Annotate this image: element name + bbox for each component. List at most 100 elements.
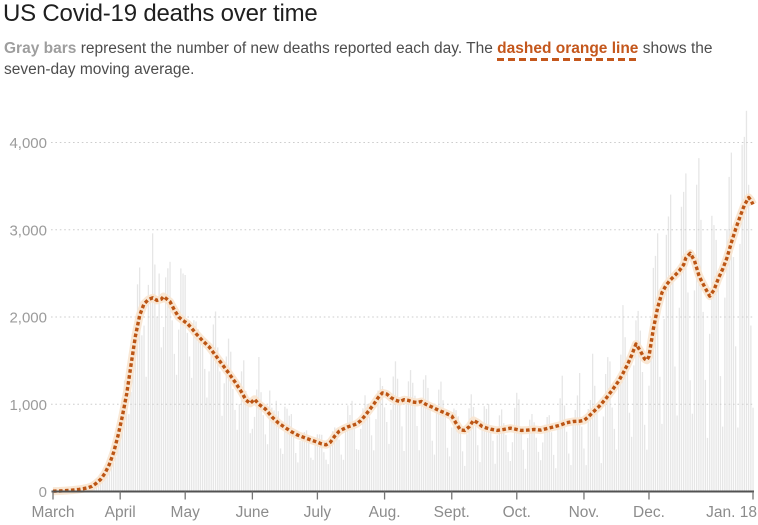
daily-death-bar — [609, 361, 611, 492]
daily-death-bar — [182, 273, 184, 492]
daily-death-bar — [702, 311, 704, 492]
daily-death-bar — [433, 454, 436, 492]
daily-death-bar — [514, 407, 516, 492]
daily-death-bar — [548, 415, 550, 492]
daily-death-bar — [256, 389, 258, 492]
daily-death-bar — [685, 173, 687, 492]
moving-average-line — [52, 195, 755, 493]
daily-death-bar — [735, 346, 737, 492]
x-axis-tick-label: Oct. — [503, 504, 531, 521]
daily-death-bar — [388, 443, 390, 492]
daily-death-bar — [693, 290, 696, 492]
daily-death-bar — [197, 329, 199, 492]
daily-death-bar — [117, 439, 119, 492]
daily-death-bar — [704, 379, 706, 492]
daily-death-bar — [511, 442, 514, 492]
daily-death-bar — [633, 365, 635, 492]
daily-death-bar — [221, 415, 223, 492]
daily-death-bar — [451, 427, 453, 492]
daily-death-bar — [295, 453, 297, 492]
daily-death-bar — [613, 428, 615, 492]
chart-subtitle: Gray bars represent the number of new de… — [4, 38, 751, 80]
daily-death-bar — [596, 403, 598, 492]
daily-death-bar — [251, 428, 253, 492]
daily-death-bar — [472, 407, 475, 492]
daily-death-bar — [481, 429, 483, 492]
daily-death-bar — [201, 342, 204, 492]
daily-death-bar — [115, 457, 117, 492]
daily-death-bar — [108, 460, 110, 492]
daily-death-bar — [461, 451, 464, 492]
daily-death-bar — [518, 399, 520, 492]
daily-death-bar — [180, 268, 182, 492]
daily-death-bar — [689, 380, 691, 492]
daily-death-bar — [290, 414, 292, 492]
daily-death-bar — [670, 194, 672, 492]
daily-death-bar — [277, 411, 279, 492]
daily-death-bar — [635, 320, 637, 492]
daily-death-bar — [219, 371, 221, 492]
daily-death-bar — [102, 475, 104, 492]
daily-death-bar — [186, 332, 188, 492]
daily-death-bar — [459, 426, 462, 492]
daily-death-bar — [178, 329, 180, 492]
daily-death-bar — [195, 321, 197, 492]
daily-death-bar — [236, 429, 238, 492]
daily-death-bar — [312, 459, 314, 492]
daily-death-bar — [566, 431, 568, 492]
daily-death-bar — [605, 374, 607, 492]
daily-death-bar — [141, 335, 143, 492]
daily-death-bar — [490, 430, 492, 492]
daily-death-bar — [130, 391, 132, 492]
daily-death-bar — [245, 391, 247, 492]
daily-death-bar — [587, 409, 589, 492]
daily-death-bar — [488, 404, 490, 492]
daily-death-bar — [386, 422, 388, 492]
daily-death-bar — [503, 423, 505, 492]
daily-death-bar — [171, 320, 173, 492]
daily-death-bar — [366, 404, 368, 492]
daily-death-bar — [537, 451, 540, 492]
daily-death-bar — [362, 408, 364, 492]
daily-death-bar — [381, 386, 384, 492]
daily-death-bar — [379, 377, 381, 492]
daily-death-bar — [305, 430, 308, 492]
daily-death-bar — [188, 356, 191, 492]
daily-death-bar — [206, 397, 208, 492]
daily-death-bar — [373, 450, 375, 492]
daily-deaths-bars — [52, 110, 754, 492]
daily-death-bar — [349, 415, 351, 492]
daily-death-bar — [269, 390, 271, 492]
daily-death-bar — [357, 449, 360, 492]
daily-death-bar — [683, 191, 685, 492]
daily-death-bar — [212, 324, 214, 492]
subtitle-gray-bars-label: Gray bars — [4, 40, 77, 57]
daily-death-bar — [661, 423, 663, 492]
daily-death-bar — [167, 268, 169, 492]
daily-death-bar — [579, 373, 581, 492]
daily-death-bar — [173, 353, 175, 492]
daily-death-bar — [145, 376, 147, 492]
daily-death-bar — [225, 356, 227, 492]
daily-death-bar — [641, 372, 644, 492]
daily-death-bar — [353, 428, 355, 492]
daily-death-bar — [724, 297, 726, 492]
daily-death-bar — [559, 398, 561, 492]
daily-death-bar — [589, 400, 592, 492]
daily-death-bar — [147, 284, 149, 492]
daily-death-bar — [737, 427, 739, 492]
daily-death-bar — [618, 380, 620, 492]
daily-death-bar — [561, 375, 563, 492]
daily-death-bar — [659, 376, 661, 492]
x-axis-tick-label: May — [171, 504, 201, 521]
daily-death-bar — [351, 400, 353, 492]
daily-death-bar — [654, 255, 657, 492]
daily-death-bar — [464, 465, 466, 492]
daily-death-bar — [113, 463, 115, 492]
daily-death-bar — [134, 325, 136, 492]
daily-death-bar — [457, 416, 459, 492]
daily-death-bar — [496, 435, 498, 492]
daily-death-bar — [310, 457, 312, 492]
daily-death-bar — [282, 453, 284, 492]
